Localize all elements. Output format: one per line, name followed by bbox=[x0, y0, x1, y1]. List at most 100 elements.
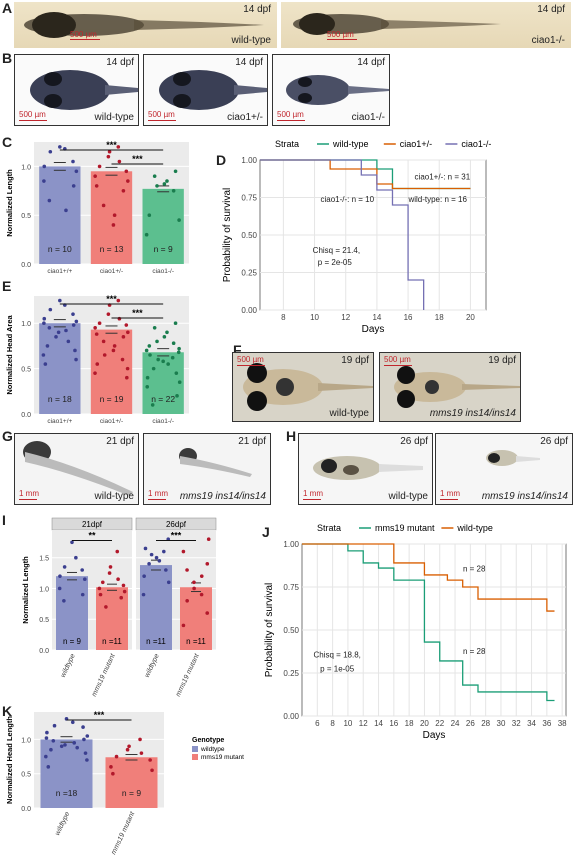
data-point bbox=[141, 592, 146, 597]
y-axis-title: Normalized Length bbox=[21, 556, 30, 624]
x-tick-label: 8 bbox=[330, 719, 335, 728]
n-label: n =11 bbox=[102, 637, 122, 646]
data-point bbox=[192, 586, 196, 591]
x-tick-label: ciao1+/+ bbox=[47, 418, 72, 425]
n-label: n = 22 bbox=[151, 394, 175, 404]
data-point bbox=[100, 580, 105, 585]
data-point bbox=[70, 540, 74, 545]
data-point bbox=[71, 323, 76, 327]
scale-label: 1 mm bbox=[303, 489, 323, 498]
photo-b-3: 14 dpf ciao1-/- 500 µm bbox=[272, 54, 390, 126]
data-point bbox=[57, 586, 62, 591]
scale-bar bbox=[303, 499, 321, 500]
data-point bbox=[161, 359, 165, 364]
annotation: p = 2e-05 bbox=[318, 258, 353, 267]
data-point bbox=[107, 149, 112, 154]
bar bbox=[105, 757, 158, 808]
y-tick-label: 0.50 bbox=[283, 626, 299, 635]
data-point bbox=[107, 571, 112, 575]
y-tick-label: 0.0 bbox=[21, 262, 31, 269]
data-point bbox=[81, 725, 85, 729]
n-label: n = 9 bbox=[63, 637, 82, 646]
data-point bbox=[147, 344, 152, 348]
scale-bar bbox=[440, 499, 458, 500]
x-tick-label: ciao1+/+ bbox=[47, 268, 72, 275]
data-point bbox=[171, 189, 176, 193]
genotype-label: wild-type bbox=[94, 112, 134, 123]
data-point bbox=[145, 375, 150, 380]
legend-item: wildtype bbox=[200, 746, 225, 753]
data-point bbox=[42, 164, 47, 169]
data-point bbox=[148, 353, 152, 357]
legend-item: mms19 mutant bbox=[375, 523, 435, 533]
n-label: n =11 bbox=[186, 637, 206, 646]
data-point bbox=[71, 184, 76, 188]
bar bbox=[39, 166, 81, 264]
chart-j: 0.00 0.25 0.50 0.75 1.00 6 8 10 12 14 16 18 20 22 24 26… bbox=[264, 523, 567, 741]
facet-label: 26dpf bbox=[166, 520, 187, 529]
y-axis-title: Normalized Length bbox=[5, 169, 14, 237]
legend-title: Strata bbox=[275, 139, 299, 149]
y-tick-label: 0.25 bbox=[241, 269, 257, 278]
scale-label: 500 µm bbox=[70, 30, 97, 39]
chart-k: 0.0 0.5 1.0 n =18 n = 9 *** Normalized Head Le… bbox=[5, 710, 244, 856]
data-point bbox=[171, 341, 176, 345]
legend-item: wild-type bbox=[332, 139, 369, 149]
data-point bbox=[175, 394, 179, 398]
scale-label: 500 µm bbox=[148, 110, 175, 119]
data-point bbox=[58, 298, 62, 303]
data-point bbox=[71, 312, 75, 316]
y-tick-label: 0.5 bbox=[21, 213, 31, 220]
age-label: 14 dpf bbox=[235, 57, 263, 68]
panel-letter-i: I bbox=[2, 512, 6, 528]
data-point bbox=[44, 754, 48, 759]
data-point bbox=[119, 595, 124, 600]
data-point bbox=[97, 586, 102, 591]
data-point bbox=[116, 577, 120, 582]
legend-item: wild-type bbox=[456, 523, 493, 533]
genotype-label: wild-type bbox=[231, 35, 271, 46]
x-tick-label: 6 bbox=[315, 719, 320, 728]
data-point bbox=[73, 348, 77, 353]
y-tick-label: 0.25 bbox=[283, 669, 299, 678]
facet-label: 21dpf bbox=[82, 520, 103, 529]
bar bbox=[142, 188, 184, 264]
panel-letter-j: J bbox=[262, 524, 270, 540]
larva-dorsal-image bbox=[293, 13, 501, 35]
y-tick-label: 1.0 bbox=[21, 164, 31, 171]
data-point bbox=[121, 189, 126, 193]
x-tick-label: 28 bbox=[481, 719, 490, 728]
bar bbox=[90, 329, 133, 414]
data-point bbox=[62, 565, 67, 569]
annotation: Chisq = 18.8, bbox=[314, 651, 361, 660]
data-point bbox=[145, 384, 150, 389]
x-tick-label: 22 bbox=[435, 719, 444, 728]
data-point bbox=[116, 298, 121, 303]
scale-label: 500 µm bbox=[237, 355, 264, 364]
data-point bbox=[139, 751, 144, 755]
y-axis-title: Normalized Head Area bbox=[5, 315, 14, 395]
genotype-label: ciao1-/- bbox=[531, 35, 565, 46]
scale-bar bbox=[148, 499, 166, 500]
data-point bbox=[93, 325, 97, 330]
scale-label: 500 µm bbox=[277, 110, 304, 119]
y-tick-label: 1.0 bbox=[39, 586, 49, 593]
data-point bbox=[47, 325, 52, 330]
y-axis-title: Normalized Head Length bbox=[5, 716, 14, 804]
data-point bbox=[93, 371, 97, 375]
data-point bbox=[155, 184, 159, 188]
y-tick-label: 1.00 bbox=[241, 156, 257, 165]
x-axis-title: Days bbox=[362, 324, 385, 335]
data-point bbox=[165, 330, 169, 335]
data-point bbox=[148, 758, 152, 762]
data-point bbox=[106, 312, 111, 316]
data-point bbox=[117, 159, 122, 164]
age-label: 21 dpf bbox=[106, 436, 134, 447]
significance-label: *** bbox=[94, 710, 105, 720]
bar bbox=[140, 565, 172, 650]
x-tick-label: 12 bbox=[359, 719, 368, 728]
legend-key bbox=[192, 746, 198, 752]
y-tick-label: 0.5 bbox=[39, 617, 49, 624]
scale-label: 500 µm bbox=[384, 355, 411, 364]
bar bbox=[39, 323, 81, 414]
